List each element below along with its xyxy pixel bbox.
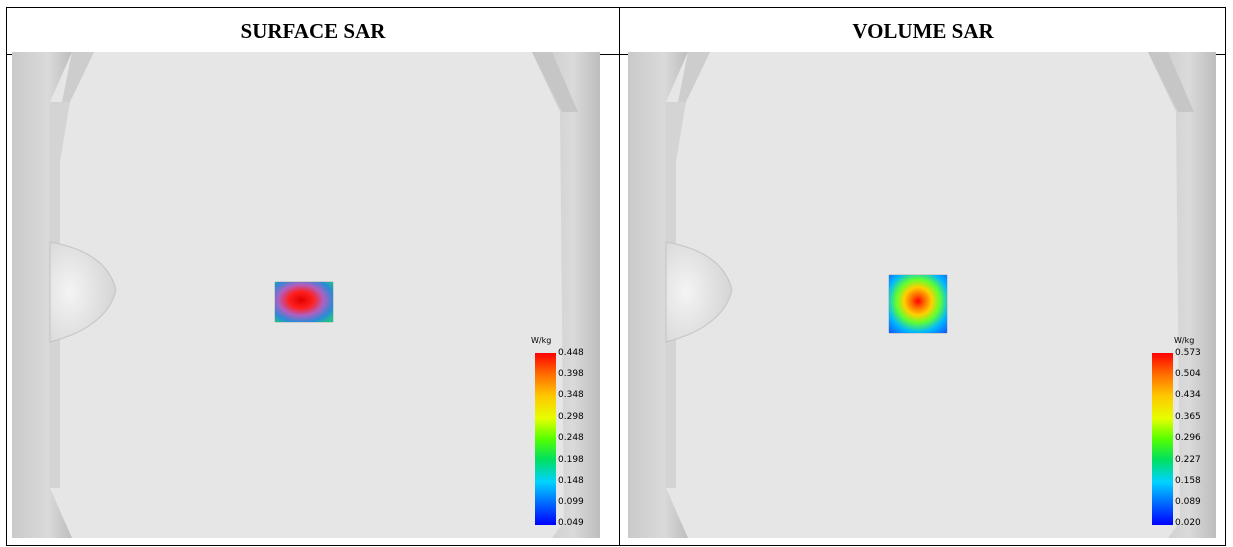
left-scale-tick: 0.049	[558, 518, 584, 528]
left-scale-tick: 0.198	[558, 455, 584, 465]
right-scale-tick: 0.158	[1175, 476, 1201, 486]
left-scale-tick: 0.398	[558, 369, 584, 379]
volume-sar-image: W/kg 0.573 0.504 0.434 0.365 0.296 0.227…	[628, 52, 1216, 538]
surface-sar-hotspot	[275, 282, 333, 322]
right-scale-tick: 0.296	[1175, 433, 1201, 443]
phantom-outline	[12, 52, 600, 538]
right-scale-tick: 0.365	[1175, 412, 1201, 422]
volume-sar-hotspot	[889, 275, 947, 333]
right-legend-unit: W/kg	[1174, 336, 1195, 345]
right-scale-tick: 0.227	[1175, 455, 1201, 465]
right-color-scale	[1152, 353, 1173, 525]
surface-sar-header: SURFACE SAR	[240, 19, 386, 43]
right-scale-tick: 0.089	[1175, 497, 1201, 507]
left-color-scale	[535, 353, 556, 525]
header-row	[7, 8, 1225, 55]
surface-sar-image: W/kg 0.448 0.398 0.348 0.298 0.248 0.198…	[12, 52, 600, 538]
left-scale-tick: 0.148	[558, 476, 584, 486]
right-scale-tick: 0.434	[1175, 390, 1201, 400]
left-scale-tick: 0.298	[558, 412, 584, 422]
volume-sar-header: VOLUME SAR	[852, 19, 994, 43]
right-scale-tick: 0.020	[1175, 518, 1201, 528]
right-scale-tick: 0.573	[1175, 348, 1201, 358]
left-legend-unit: W/kg	[531, 336, 552, 345]
sar-table: SURFACE SAR VOLUME SAR	[6, 7, 1226, 546]
right-scale-tick: 0.504	[1175, 369, 1201, 379]
left-scale-tick: 0.448	[558, 348, 584, 358]
left-scale-tick: 0.099	[558, 497, 584, 507]
left-scale-tick: 0.348	[558, 390, 584, 400]
column-divider	[619, 8, 620, 545]
left-scale-tick: 0.248	[558, 433, 584, 443]
